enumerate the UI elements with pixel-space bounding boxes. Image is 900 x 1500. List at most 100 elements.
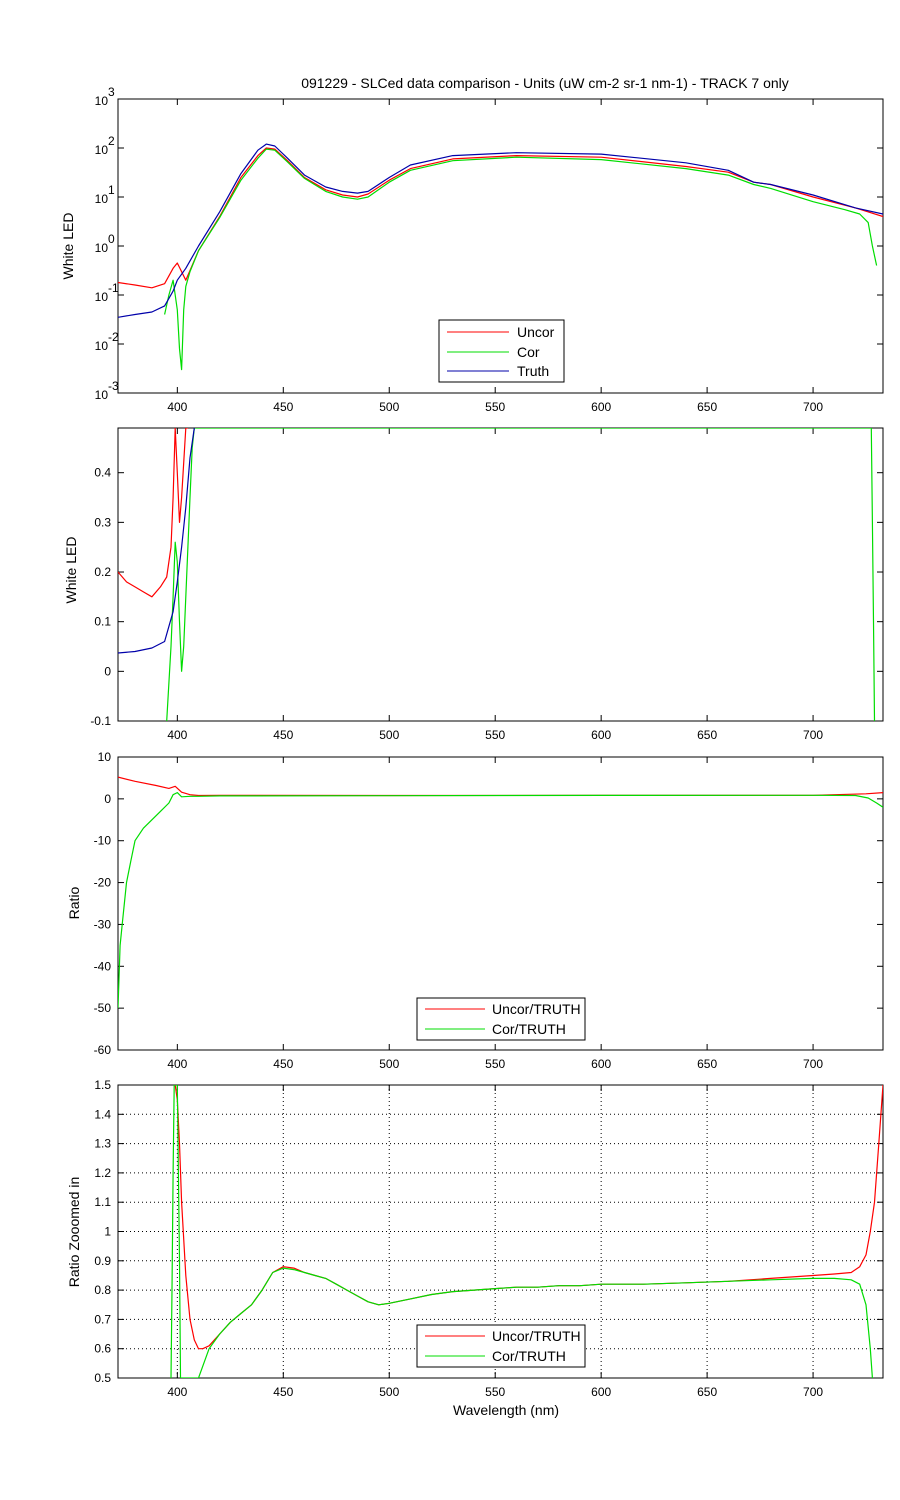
x-tick-label: 450: [273, 400, 293, 414]
y-tick-exponent: 3: [108, 85, 115, 99]
y-tick-label: -30: [94, 917, 112, 931]
y-tick-label: 10: [95, 290, 109, 304]
panel-4-legend: Uncor/TRUTH Cor/TRUTH: [416, 1324, 586, 1368]
y-tick-label: 10: [95, 143, 109, 157]
x-tick-label: 500: [379, 728, 399, 742]
y-tick-label: 1.4: [94, 1107, 111, 1121]
y-tick-label: 0: [104, 664, 111, 678]
legend-label-cor: Cor: [517, 344, 540, 360]
series-line-truth: [118, 428, 195, 654]
x-tick-label: 400: [167, 728, 187, 742]
y-tick-exponent: 1: [108, 183, 115, 197]
panel-1-ylabel: White LED: [60, 213, 76, 280]
y-tick-label: -40: [94, 959, 112, 973]
x-tick-label: 450: [273, 728, 293, 742]
y-tick-label: 0.5: [94, 1371, 111, 1385]
legend-box: [438, 319, 565, 383]
y-tick-label: -10: [94, 834, 112, 848]
y-tick-label: 10: [95, 388, 109, 402]
x-tick-label: 400: [167, 400, 187, 414]
y-tick-exponent: 2: [108, 134, 115, 148]
y-tick-label: -20: [94, 876, 112, 890]
x-tick-label: 550: [485, 1385, 505, 1399]
y-tick-label: 0.8: [94, 1283, 111, 1297]
panel-3: 400 450 500 550 600 650 700 -60 -50 -40 -30 -20 -10 0…: [66, 750, 884, 1071]
y-tick-label: -60: [94, 1043, 112, 1057]
x-tick-label: 650: [697, 1057, 717, 1071]
x-tick-label: 550: [485, 1057, 505, 1071]
x-tick-label: 550: [485, 728, 505, 742]
x-tick-label: 400: [167, 1057, 187, 1071]
x-tick-label: 600: [591, 1385, 611, 1399]
x-tick-label: 700: [803, 1057, 823, 1071]
x-tick-label: 650: [697, 400, 717, 414]
y-tick-exponent: -1: [108, 281, 119, 295]
legend-label-uncor: Uncor: [517, 324, 555, 340]
x-tick-label: 400: [167, 1385, 187, 1399]
panel-3-ylabel: Ratio: [66, 886, 82, 919]
x-tick-label: 650: [697, 1385, 717, 1399]
y-tick-label: 10: [95, 241, 109, 255]
y-tick-label: 10: [95, 94, 109, 108]
panel-4-xlabel: Wavelength (nm): [453, 1402, 559, 1418]
x-tick-label: 650: [697, 728, 717, 742]
panel-1: 400 450 500 550 600 650 70010-310-210-11001011…: [60, 85, 884, 414]
legend-label-cor-truth: Cor/TRUTH: [492, 1348, 566, 1364]
x-tick-label: 500: [379, 400, 399, 414]
y-tick-label: 0.3: [94, 515, 111, 529]
y-tick-label: 10: [98, 750, 112, 764]
figure-title: 091229 - SLCed data comparison - Units (…: [301, 75, 789, 91]
y-tick-label: -50: [94, 1001, 112, 1015]
series-line-cor: [164, 148, 878, 371]
y-tick-label: 1.2: [94, 1166, 111, 1180]
y-tick-label: -0.1: [90, 714, 111, 728]
x-tick-label: 700: [803, 400, 823, 414]
panel-2-ylabel: White LED: [63, 537, 79, 604]
series-line-uncor: [118, 428, 188, 598]
panel-4: 400 450 500 550 600 650 700 0.5 0.6 0.7 0.8 0.9 1 1.1…: [66, 1078, 884, 1418]
x-tick-label: 500: [379, 1057, 399, 1071]
y-tick-exponent: 0: [108, 232, 115, 246]
panel-2-plot-area: [117, 427, 884, 722]
y-tick-label: 0.4: [94, 466, 111, 480]
y-tick-label: 0.2: [94, 565, 111, 579]
series-line-truth: [118, 143, 883, 318]
y-tick-label: 10: [95, 192, 109, 206]
x-tick-label: 600: [591, 1057, 611, 1071]
x-tick-label: 700: [803, 1385, 823, 1399]
legend-box: [416, 997, 586, 1041]
panel-4-ylabel: Ratio Zooomed in: [66, 1177, 82, 1288]
y-tick-label: 1.1: [94, 1195, 111, 1209]
series-line-uncor: [118, 147, 883, 289]
x-tick-label: 550: [485, 400, 505, 414]
y-tick-label: 0.1: [94, 615, 111, 629]
series-line-cor: [118, 791, 883, 1009]
legend-label-truth: Truth: [517, 363, 549, 379]
legend-box: [416, 1324, 586, 1368]
x-tick-label: 600: [591, 400, 611, 414]
series-line-cor: [170, 1085, 873, 1378]
legend-label-cor-truth: Cor/TRUTH: [492, 1021, 566, 1037]
y-tick-label: 0.9: [94, 1254, 111, 1268]
legend-label-uncor-truth: Uncor/TRUTH: [492, 1328, 581, 1344]
x-tick-label: 450: [273, 1057, 293, 1071]
panel-3-legend: Uncor/TRUTH Cor/TRUTH: [416, 997, 586, 1041]
x-tick-label: 700: [803, 728, 823, 742]
y-tick-exponent: -3: [108, 379, 119, 393]
series-line-cor: [166, 428, 876, 721]
y-tick-exponent: -2: [108, 330, 119, 344]
x-tick-label: 600: [591, 728, 611, 742]
legend-label-uncor-truth: Uncor/TRUTH: [492, 1001, 581, 1017]
y-tick-label: 0.7: [94, 1312, 111, 1326]
x-tick-label: 450: [273, 1385, 293, 1399]
y-tick-label: 0: [104, 792, 111, 806]
y-tick-label: 10: [95, 339, 109, 353]
y-tick-label: 0.6: [94, 1342, 111, 1356]
y-tick-label: 1.3: [94, 1137, 111, 1151]
x-tick-label: 500: [379, 1385, 399, 1399]
y-tick-label: 1: [104, 1225, 111, 1239]
y-tick-label: 1.5: [94, 1078, 111, 1092]
panel-2: 400 450 500 550 600 650 700 -0.1 0 0.1 0.2 0.3 0.4 W…: [63, 427, 884, 742]
panel-1-legend: Uncor Cor Truth: [438, 319, 565, 383]
